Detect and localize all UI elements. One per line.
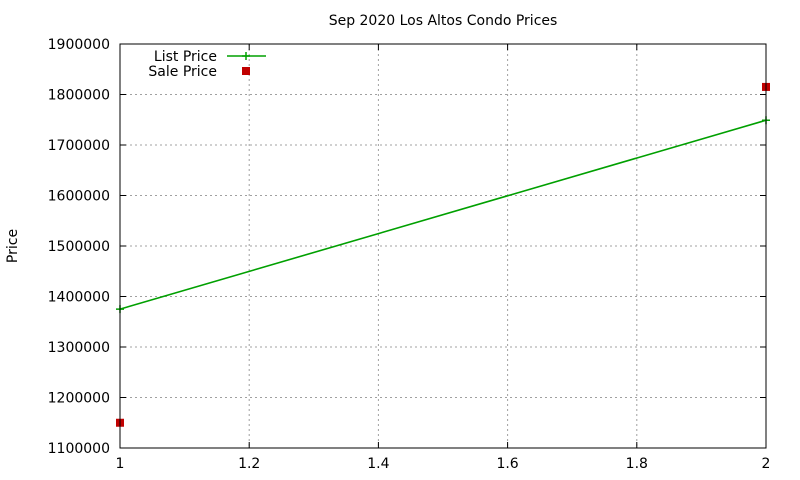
y-tick-label: 1100000 — [48, 441, 110, 457]
y-tick-label: 1700000 — [48, 138, 110, 154]
y-tick-label: 1800000 — [48, 88, 110, 104]
x-tick-label: 1.4 — [367, 456, 389, 472]
plot-series — [116, 82, 770, 427]
x-tick-label: 1.6 — [496, 456, 518, 472]
y-tick-label: 1200000 — [48, 391, 110, 407]
grid-lines — [120, 44, 766, 448]
x-tick-label: 1.2 — [238, 456, 260, 472]
y-axis-label: Price — [5, 229, 21, 263]
y-tick-label: 1300000 — [48, 340, 110, 356]
series-1 — [116, 82, 770, 427]
x-tick-label: 2 — [762, 456, 771, 472]
y-tick-label: 1900000 — [48, 37, 110, 53]
series-0 — [116, 116, 770, 314]
x-tick-label: 1 — [116, 456, 125, 472]
legend-label: Sale Price — [148, 64, 217, 80]
axis-ticks: 1 1.2 1.4 1.6 1.8 2 1100000 1200000 1300000 14000… — [48, 37, 771, 472]
y-tick-label: 1600000 — [48, 189, 110, 205]
y-tick-label: 1500000 — [48, 239, 110, 255]
list-price-line — [119, 119, 767, 310]
x-tick-label: 1.8 — [626, 456, 648, 472]
legend-label: List Price — [154, 49, 217, 65]
chart-title: Sep 2020 Los Altos Condo Prices — [329, 13, 558, 29]
legend-square-marker — [242, 67, 250, 75]
y-tick-label: 1400000 — [48, 290, 110, 306]
